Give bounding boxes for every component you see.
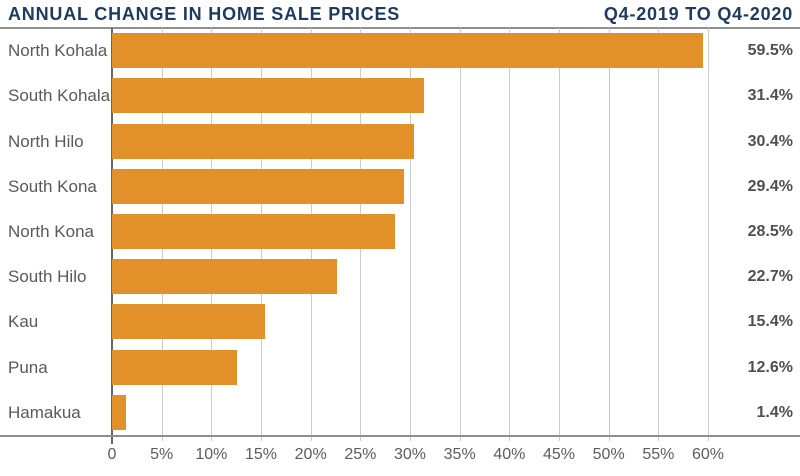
value-label: 12.6% <box>747 358 793 376</box>
x-tick-label: 5% <box>150 446 174 463</box>
bar-segment <box>112 259 338 295</box>
gridline-50% <box>608 28 610 441</box>
category-label: South Kona <box>8 176 97 196</box>
x-tick-label: 55% <box>642 446 675 463</box>
category-label: Kau <box>8 312 39 332</box>
gridline-45% <box>559 28 560 441</box>
header-divider <box>0 27 800 29</box>
chart-title: ANNUAL CHANGE IN HOME SALE PRICES <box>8 4 401 24</box>
x-tick-label: 0 <box>107 446 117 463</box>
bar-segment <box>112 33 704 69</box>
x-tick-label: 20% <box>294 446 327 463</box>
x-tick-label: 60% <box>691 446 725 463</box>
x-tick-label: 25% <box>344 446 377 463</box>
x-tick-label: 50% <box>592 446 625 463</box>
category-label: North Kona <box>8 222 94 241</box>
value-label: 59.5% <box>747 42 793 60</box>
value-label: 28.5% <box>747 223 793 240</box>
x-tick-label: 40% <box>493 446 526 463</box>
bar-segment <box>112 214 396 249</box>
bar-segment <box>112 78 424 114</box>
value-label: 15.4% <box>747 313 793 331</box>
value-label: 1.4% <box>756 403 793 421</box>
gridline-35% <box>459 28 461 441</box>
x-tick-label: 35% <box>443 446 476 463</box>
bar-segment <box>112 123 414 159</box>
bar-segment <box>112 394 126 430</box>
x-tick-label: 30% <box>393 446 427 463</box>
x-tick-label: 10% <box>195 446 228 463</box>
category-label: Hamakua <box>8 402 81 422</box>
category-label: South Kohala <box>8 86 111 106</box>
value-label: 29.4% <box>747 177 793 195</box>
value-label: 31.4% <box>747 87 793 105</box>
gridline-40% <box>509 28 511 441</box>
gridline-55% <box>658 28 660 441</box>
x-tick-label: 45% <box>542 446 576 463</box>
x-tick-label: 15% <box>244 446 278 463</box>
gridline-60% <box>708 28 709 441</box>
bar-segment <box>112 349 238 385</box>
gridline-30% <box>410 28 411 441</box>
value-label: 22.7% <box>747 268 793 286</box>
x-axis-line <box>0 435 800 437</box>
category-label: South Hilo <box>8 267 87 287</box>
bar-segment <box>112 168 405 204</box>
bar-segment <box>112 304 265 340</box>
value-label: 30.4% <box>747 132 793 150</box>
chart-period: Q4-2019 TO Q4-2020 <box>603 4 793 24</box>
category-label: North Hilo <box>8 131 84 151</box>
category-label: Puna <box>8 357 48 377</box>
chart-header: ANNUAL CHANGE IN HOME SALE PRICES Q4-201… <box>0 0 800 27</box>
category-label: North Kohala <box>8 41 108 61</box>
